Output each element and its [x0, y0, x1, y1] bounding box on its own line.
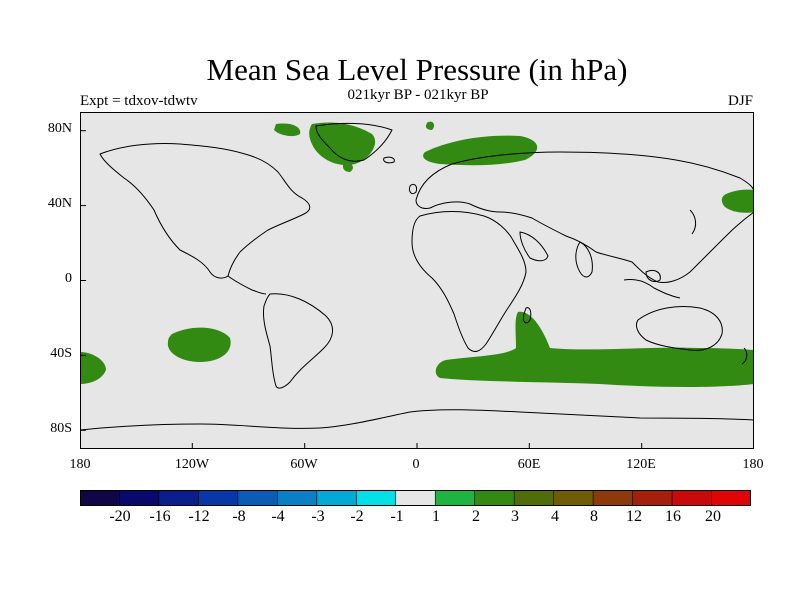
colorbar-swatch	[355, 490, 397, 506]
colorbar-swatch	[671, 490, 713, 506]
colorbar-swatch	[80, 490, 121, 506]
coastline-greenland	[315, 122, 393, 162]
experiment-label: Expt = tdxov-tdwtv	[80, 93, 198, 109]
lon-tick-label: 60E	[517, 457, 541, 472]
colorbar-swatch	[513, 490, 555, 506]
colorbar	[80, 490, 751, 506]
field-southern-ocean	[456, 429, 615, 446]
field-southern-ocean	[638, 427, 754, 448]
colorbar-label: -2	[350, 508, 364, 525]
colorbar-swatch	[632, 490, 673, 506]
lon-tick-label: 60W	[290, 457, 318, 472]
coastline-india	[575, 241, 593, 278]
colorbar-label: -16	[149, 508, 171, 525]
coastline-indonesia	[623, 279, 681, 299]
colorbar-label: 8	[590, 508, 598, 525]
lon-tick-label: 120W	[174, 457, 210, 472]
colorbar-swatch	[434, 490, 476, 506]
coastline-new-zealand	[741, 347, 748, 365]
field-arctic-north-atlantic	[274, 123, 301, 137]
coastline-central-america	[227, 275, 267, 295]
colorbar-label: 2	[472, 508, 480, 525]
lon-tick-label: 120E	[626, 457, 656, 472]
colorbar-swatch	[119, 490, 160, 506]
map-ticks	[80, 130, 643, 449]
colorbar-label: -20	[109, 508, 131, 525]
lat-tick-label: 80N	[47, 121, 72, 136]
field-south-pacific	[167, 327, 231, 362]
colorbar-label: 16	[665, 508, 681, 525]
field-north-pacific-east	[721, 189, 754, 213]
coastline-iceland	[383, 156, 395, 164]
field-arctic-north-atlantic	[423, 135, 538, 166]
field-southern-indian-ocean	[435, 311, 754, 387]
field-central-asia	[632, 206, 649, 220]
colorbar-label: -4	[271, 508, 285, 525]
colorbar-swatch	[474, 490, 515, 506]
colorbar-frame	[80, 490, 751, 506]
lat-tick-label: 40S	[50, 346, 72, 361]
field-eastern-north-america	[227, 193, 261, 240]
field-southern-ocean	[80, 383, 249, 424]
lon-tick-label: 180	[742, 457, 764, 472]
figure-subtitle: 021kyr BP - 021kyr BP	[347, 87, 489, 103]
lat-tick-label: 40N	[47, 196, 72, 211]
field-north-atlantic-mediterranean	[397, 181, 499, 218]
colorbar-label: -1	[390, 508, 404, 525]
season-label: DJF	[727, 93, 753, 109]
colorbar-label: 3	[511, 508, 519, 525]
colorbar-swatch	[395, 490, 437, 506]
colorbar-label: 1	[432, 508, 440, 525]
field-arctic-north-atlantic	[342, 162, 353, 172]
field-australia-west	[80, 318, 86, 334]
field-southern-indian-ocean-west	[80, 352, 106, 384]
anomaly-fields	[80, 121, 754, 448]
coastline-arabia	[519, 231, 549, 262]
colorbar-label: 20	[705, 508, 721, 525]
coastline-british-isles	[409, 183, 417, 195]
field-north-atlantic-mediterranean	[300, 187, 323, 198]
coastline-eurasia	[415, 151, 754, 283]
colorbar-label: -3	[311, 508, 325, 525]
colorbar-swatch	[237, 490, 279, 506]
colorbar-swatch	[711, 490, 751, 506]
coastline-japan	[689, 209, 697, 235]
field-australia	[635, 310, 754, 338]
lat-tick-label: 80S	[50, 421, 72, 436]
coastlines	[80, 122, 754, 431]
colorbar-label: -12	[188, 508, 210, 525]
colorbar-label: -8	[232, 508, 246, 525]
figure-title: Mean Sea Level Pressure (in hPa)	[206, 52, 628, 87]
colorbar-label: 4	[551, 508, 559, 525]
colorbar-swatch	[277, 490, 318, 506]
colorbar-label: 12	[626, 508, 642, 525]
pressure-anomaly-map	[80, 112, 754, 449]
colorbar-swatch	[158, 490, 200, 506]
lat-tick-label: 0	[65, 271, 72, 286]
coastline-madagascar	[523, 307, 532, 324]
field-southern-ocean	[80, 424, 279, 446]
colorbar-swatch	[592, 490, 634, 506]
colorbar-swatch	[553, 490, 594, 506]
field-arctic-north-atlantic	[309, 122, 376, 166]
field-central-asia	[654, 201, 688, 216]
lon-tick-label: 180	[69, 457, 91, 472]
coastline-antarctica	[80, 409, 754, 431]
colorbar-swatch	[316, 490, 358, 506]
coastline-australia	[635, 306, 723, 351]
field-arctic-north-atlantic	[425, 121, 435, 130]
coastline-south-america	[263, 293, 333, 389]
field-southern-ocean	[80, 431, 99, 445]
coastline-borneo	[645, 269, 661, 283]
coastline-africa	[411, 211, 527, 352]
lon-tick-label: 0	[412, 457, 420, 472]
colorbar-swatch	[198, 490, 239, 506]
coastline-north-america	[99, 143, 311, 279]
colorbar-swatches	[80, 490, 751, 506]
field-central-asia	[586, 210, 607, 226]
